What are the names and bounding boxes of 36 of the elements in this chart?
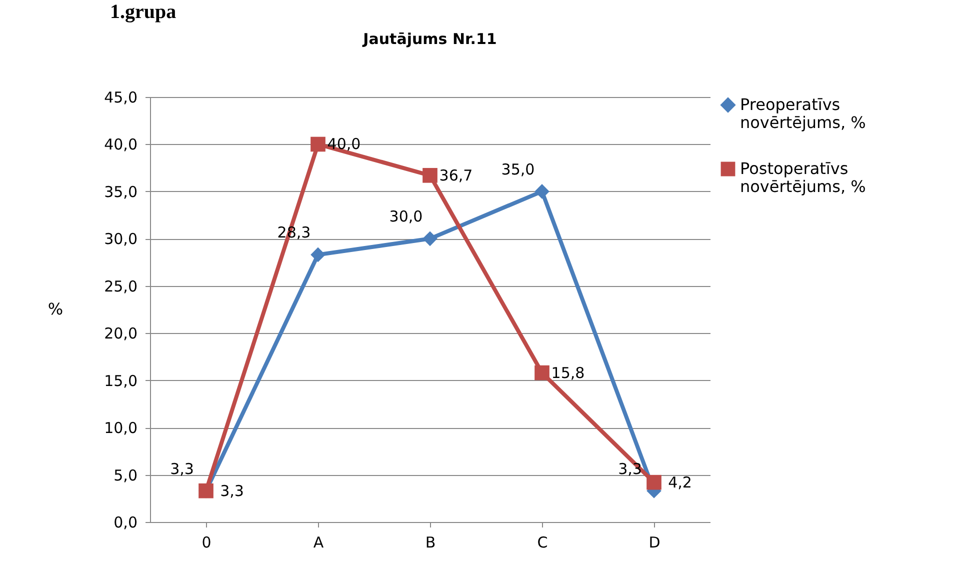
y-tick-label: 35,0 xyxy=(104,182,138,201)
data-label: 30,0 xyxy=(389,208,423,226)
x-tick-label: D xyxy=(648,534,660,552)
legend-label: Postoperatīvs novērtējums, % xyxy=(740,159,866,196)
data-label: 4,2 xyxy=(668,473,692,492)
point xyxy=(310,136,326,152)
point xyxy=(422,168,438,183)
x-tick-label: 0 xyxy=(202,534,212,552)
data-label: 3,3 xyxy=(170,460,194,478)
y-tick-label: 5,0 xyxy=(114,466,138,484)
y-tick-label: 40,0 xyxy=(104,136,138,154)
data-label: 3,3 xyxy=(220,482,244,500)
y-tick-label: 20,0 xyxy=(104,324,138,343)
point xyxy=(646,474,662,490)
x-tick-label: A xyxy=(313,534,324,552)
y-axis-title: % xyxy=(48,300,64,318)
data-label: 40,0 xyxy=(327,135,361,154)
point xyxy=(534,184,550,199)
text: 1.grupa xyxy=(110,1,176,23)
point xyxy=(422,231,438,246)
y-tick-label: 15,0 xyxy=(104,372,138,390)
y-tick-label: 25,0 xyxy=(104,277,138,296)
point xyxy=(534,365,550,380)
y-tick-label: 10,0 xyxy=(104,419,138,438)
data-label: 15,8 xyxy=(551,364,585,382)
chart-title: Jautājums Nr.11 xyxy=(362,30,497,48)
x-tick-label: B xyxy=(425,534,436,552)
legend-label: Preoperatīvs novērtējums, % xyxy=(740,95,866,132)
data-label: 3,3 xyxy=(618,460,642,478)
y-tick-label: 45,0 xyxy=(104,88,138,106)
y-tick-label: 0,0 xyxy=(114,514,138,532)
data-label: 36,7 xyxy=(439,166,473,184)
x-tick-label: C xyxy=(537,534,548,552)
point xyxy=(310,247,326,262)
y-tick-label: 30,0 xyxy=(104,230,138,248)
data-label: 35,0 xyxy=(501,160,535,178)
